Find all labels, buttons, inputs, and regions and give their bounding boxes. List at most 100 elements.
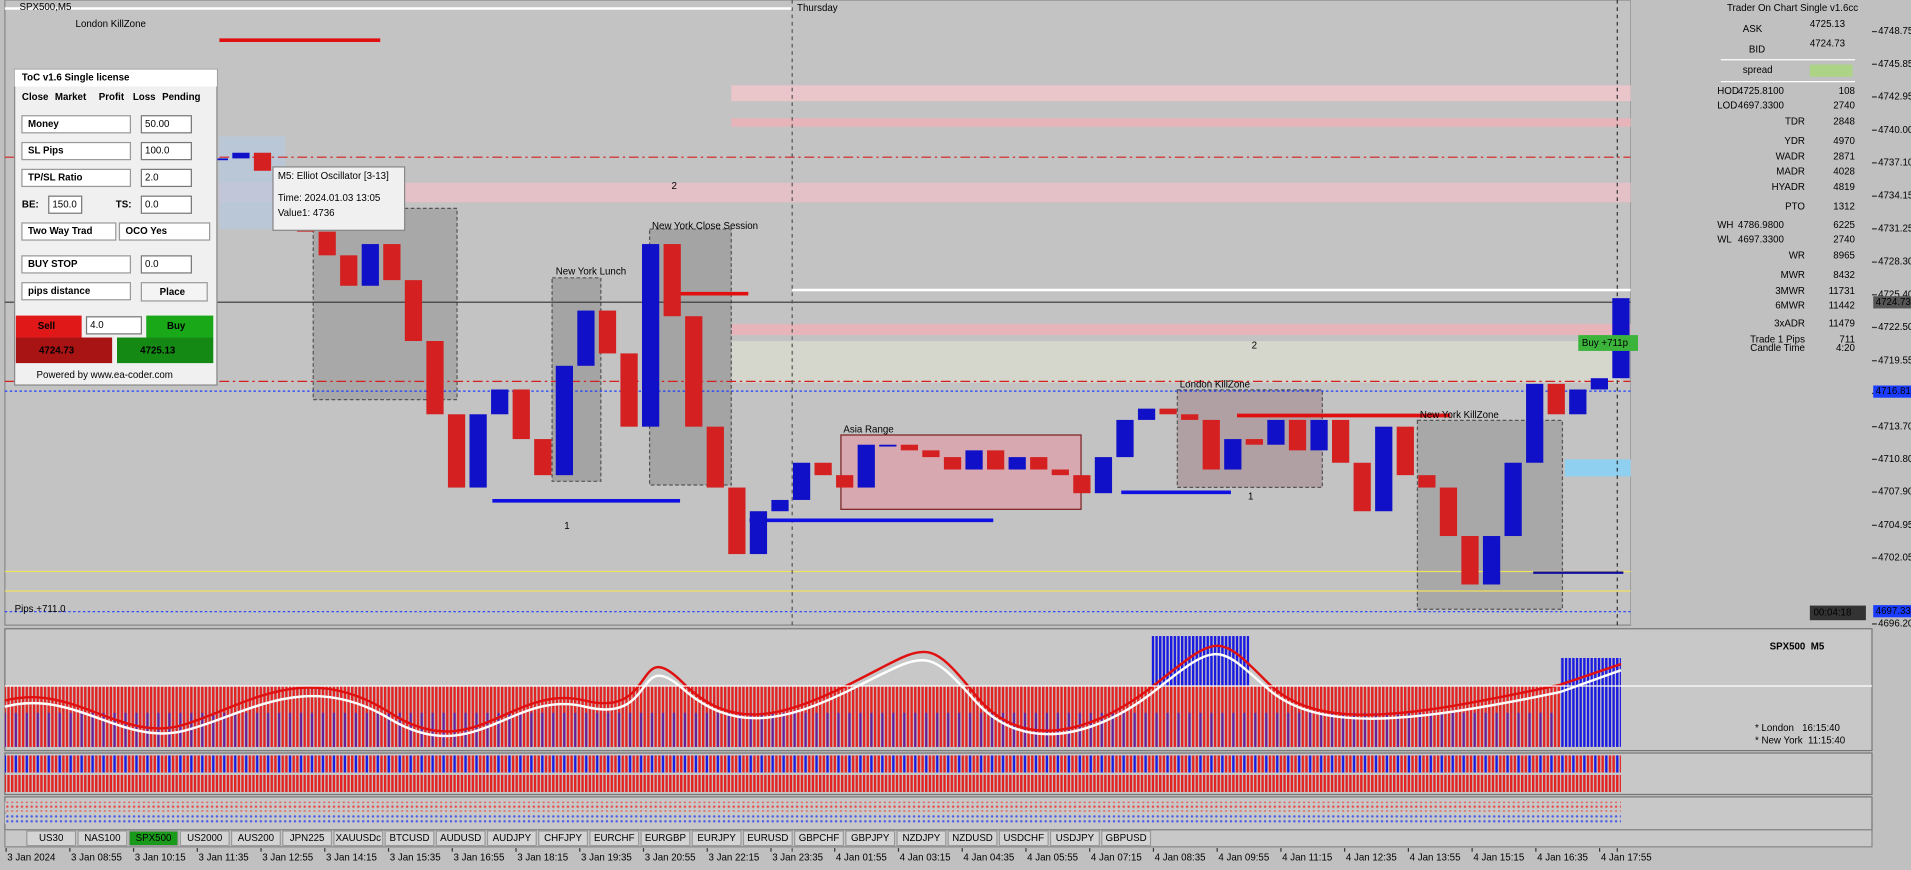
symbol-tab-label[interactable]: US30 (39, 833, 64, 844)
symbol-tab-label[interactable]: NZDJPY (902, 833, 940, 844)
panel-tab[interactable]: Loss (133, 92, 156, 103)
buy-button-text[interactable]: Buy (167, 321, 186, 332)
symbol-tab[interactable] (26, 830, 77, 847)
symbol-tab-label[interactable]: CHFJPY (544, 833, 582, 844)
x-tick-label: 3 Jan 20:55 (645, 852, 696, 863)
y-tick-label: 4725.40 (1878, 289, 1911, 300)
symbol-tab-label[interactable]: USDJPY (1056, 833, 1095, 844)
symbol-tab-label[interactable]: NZDUSD (952, 833, 993, 844)
info-price: 4697.3300 (1738, 101, 1785, 112)
buy-button[interactable] (146, 315, 214, 338)
price-bar (987, 450, 1005, 470)
symbol-tab-label[interactable]: GBPJPY (851, 833, 890, 844)
symbol-tab-label[interactable]: BTCUSD (389, 833, 429, 844)
symbol-tab[interactable] (896, 830, 947, 847)
symbol-tab-label[interactable]: JPN225 (290, 833, 325, 844)
mode-select[interactable] (21, 222, 117, 241)
x-tick-label: 4 Jan 15:15 (1473, 852, 1524, 863)
oco-select-text: OCO Yes (126, 226, 168, 237)
symbol-tab[interactable] (947, 830, 998, 847)
symbol-tab-label[interactable]: AUDJPY (493, 833, 532, 844)
order-input[interactable] (140, 255, 192, 274)
ratio-select[interactable] (21, 168, 132, 188)
place-button[interactable] (140, 282, 208, 302)
lot-input[interactable] (85, 316, 142, 335)
symbol-tab-label[interactable]: NAS100 (84, 833, 121, 844)
price-bar (749, 511, 768, 555)
symbol-tab[interactable] (845, 830, 896, 847)
symbol-tab[interactable] (640, 830, 691, 847)
symbol-tab-label[interactable]: AUS200 (238, 833, 275, 844)
panel-tab[interactable]: Close (22, 92, 49, 103)
oco-select[interactable] (118, 222, 211, 241)
symbol-tab[interactable] (333, 830, 384, 847)
ts-input[interactable] (140, 195, 192, 214)
symbol-tab-label[interactable]: EURGBP (645, 833, 686, 844)
panel-tab[interactable]: Profit (99, 92, 125, 103)
ratio-input[interactable] (140, 168, 192, 188)
symbol-tab[interactable] (128, 830, 179, 847)
symbol-tab-label[interactable]: GBPCHF (799, 833, 840, 844)
order-select[interactable] (21, 255, 132, 274)
symbol-tab-label[interactable]: USDCHF (1003, 833, 1044, 844)
symbol-tab[interactable] (282, 830, 333, 847)
info-price: 4786.9800 (1738, 220, 1785, 231)
y-tick-label: 4707.90 (1878, 487, 1911, 498)
info-value: 1312 (1833, 202, 1855, 213)
symbol-tab[interactable] (384, 830, 435, 847)
trade-tag (1578, 335, 1638, 351)
price-bar (1116, 419, 1134, 458)
symbol-tab[interactable] (538, 830, 589, 847)
symbol-tab[interactable] (77, 830, 128, 847)
symbol-tab[interactable] (486, 830, 537, 847)
y-tick-label: 4719.55 (1878, 355, 1911, 366)
symbol-tab[interactable] (691, 830, 742, 847)
info-value: 711 (1839, 335, 1855, 346)
info-label: Trade 1 Pips (1750, 335, 1805, 346)
ask-label: ASK (1743, 24, 1763, 35)
symbol-tab-label[interactable]: SPX500 (136, 833, 172, 844)
symbol-tab[interactable] (435, 830, 486, 847)
sl-input[interactable] (140, 141, 192, 161)
symbol-tab-label[interactable]: GBPUSD (1106, 833, 1147, 844)
ts-label: TS: (116, 199, 132, 210)
symbol-tab[interactable] (1049, 830, 1100, 847)
be-input[interactable] (48, 195, 83, 214)
sl-select[interactable] (21, 141, 132, 161)
info-label: 3MWR (1775, 286, 1805, 297)
panel-tab[interactable]: Market (55, 92, 87, 103)
countdown-box (1809, 605, 1866, 621)
symbol-tab-label[interactable]: XAUUSDc (336, 833, 382, 844)
price-bar (620, 353, 638, 427)
distance-select[interactable] (21, 282, 132, 301)
y-tick-label: 4740.00 (1878, 125, 1911, 136)
symbol-tab-label[interactable]: EURCHF (594, 833, 635, 844)
y-tick-label: 4710.80 (1878, 454, 1911, 465)
y-tick-label: 4713.70 (1878, 421, 1911, 432)
symbol-tab-label[interactable]: US2000 (187, 833, 223, 844)
symbol-tab[interactable] (1101, 830, 1152, 847)
symbol-tab-label[interactable]: AUDUSD (440, 833, 481, 844)
sell-button[interactable] (15, 315, 82, 338)
symbol-tab[interactable] (794, 830, 844, 847)
money-select[interactable] (21, 115, 132, 134)
place-button-text[interactable]: Place (160, 287, 186, 298)
symbol-tab-label[interactable]: EURUSD (747, 833, 788, 844)
info-value: 2740 (1833, 235, 1855, 246)
money-input[interactable] (140, 115, 192, 134)
symbol-tab[interactable] (230, 830, 281, 847)
distance-select-text: pips distance (28, 286, 91, 297)
info-label: YDR (1784, 136, 1805, 147)
price-bar (383, 244, 401, 281)
panel-tab[interactable]: Pending (162, 92, 200, 103)
tooltip-line: Value1: 4736 (278, 208, 335, 219)
info-label: WR (1789, 250, 1805, 261)
symbol-tab[interactable] (998, 830, 1049, 847)
mode-select-text: Two Way Trad (28, 226, 92, 237)
price-bar (1159, 408, 1177, 415)
symbol-tab-label[interactable]: EURJPY (697, 833, 736, 844)
symbol-tab[interactable] (589, 830, 640, 847)
symbol-tab[interactable] (742, 830, 793, 847)
sell-button-text[interactable]: Sell (38, 321, 56, 332)
symbol-tab[interactable] (179, 830, 230, 847)
